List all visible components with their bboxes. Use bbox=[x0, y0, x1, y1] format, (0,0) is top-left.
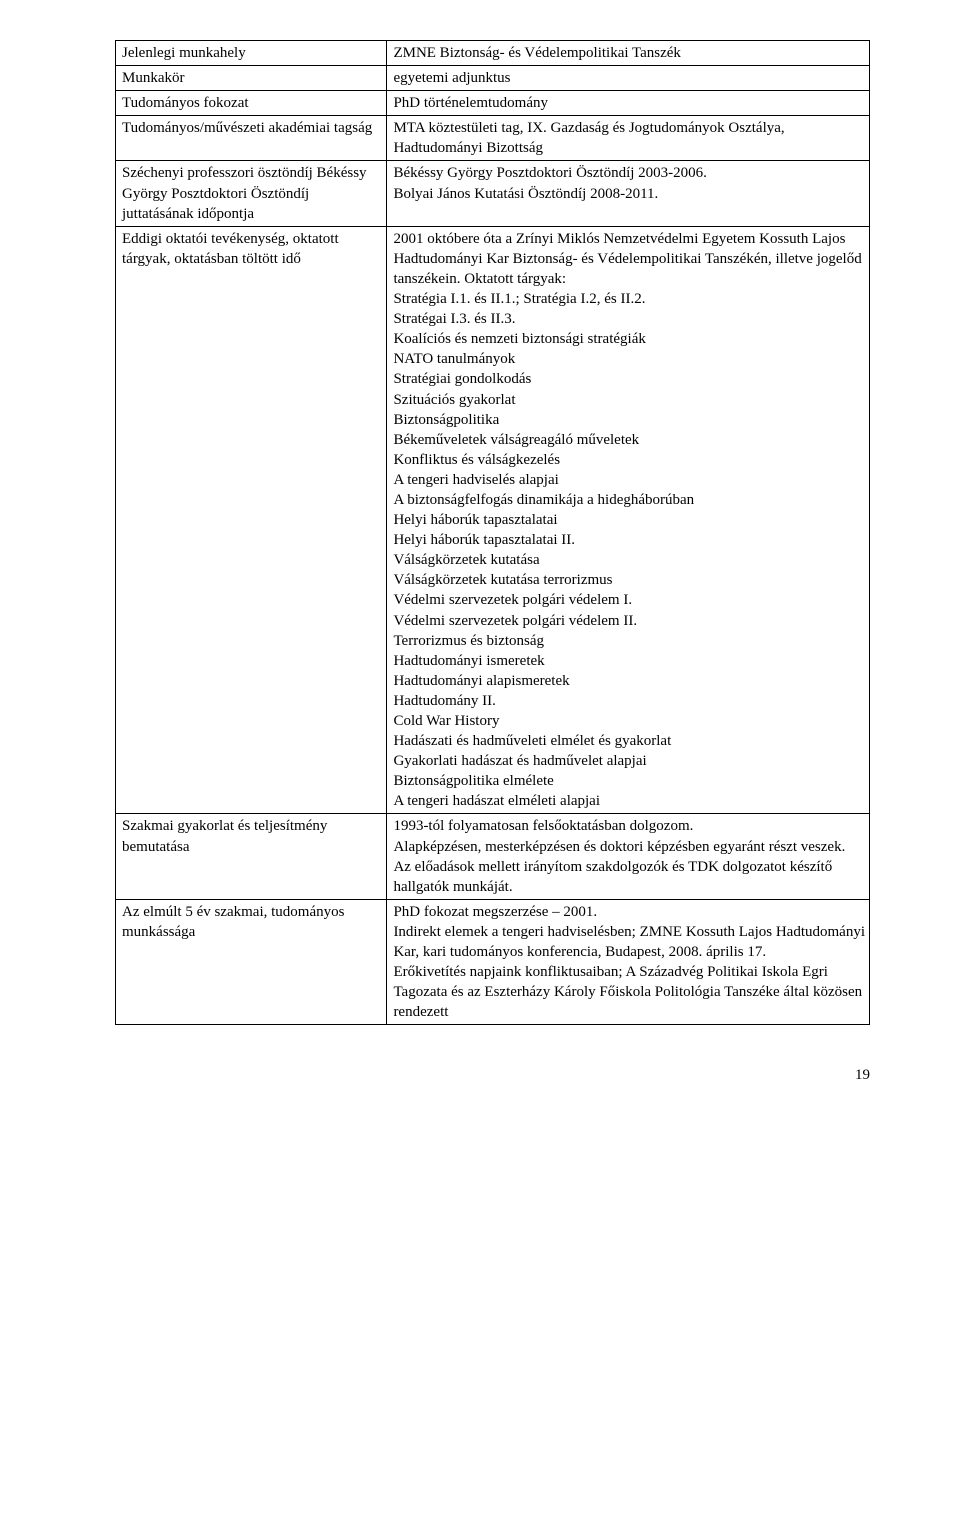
table-row: Tudományos/művészeti akadémiai tagságMTA… bbox=[116, 116, 870, 161]
table-row: Széchenyi professzori ösztöndíj Békéssy … bbox=[116, 161, 870, 226]
page-number: 19 bbox=[115, 1065, 870, 1085]
table-row: Szakmai gyakorlat és teljesítmény bemuta… bbox=[116, 814, 870, 899]
row-value: Békéssy György Posztdoktori Ösztöndíj 20… bbox=[387, 161, 870, 226]
row-label: Az elmúlt 5 év szakmai, tudományos munká… bbox=[116, 899, 387, 1025]
row-value: egyetemi adjunktus bbox=[387, 66, 870, 91]
row-label: Tudományos fokozat bbox=[116, 91, 387, 116]
row-value: PhD történelemtudomány bbox=[387, 91, 870, 116]
row-label: Széchenyi professzori ösztöndíj Békéssy … bbox=[116, 161, 387, 226]
row-value: 2001 októbere óta a Zrínyi Miklós Nemzet… bbox=[387, 226, 870, 814]
cv-table-body: Jelenlegi munkahelyZMNE Biztonság- és Vé… bbox=[116, 41, 870, 1025]
row-label: Szakmai gyakorlat és teljesítmény bemuta… bbox=[116, 814, 387, 899]
table-row: Munkaköregyetemi adjunktus bbox=[116, 66, 870, 91]
row-value: 1993-tól folyamatosan felsőoktatásban do… bbox=[387, 814, 870, 899]
table-row: Eddigi oktatói tevékenység, oktatott tár… bbox=[116, 226, 870, 814]
row-value: PhD fokozat megszerzése – 2001. Indirekt… bbox=[387, 899, 870, 1025]
cv-table: Jelenlegi munkahelyZMNE Biztonság- és Vé… bbox=[115, 40, 870, 1025]
table-row: Jelenlegi munkahelyZMNE Biztonság- és Vé… bbox=[116, 41, 870, 66]
table-row: Az elmúlt 5 év szakmai, tudományos munká… bbox=[116, 899, 870, 1025]
row-label: Eddigi oktatói tevékenység, oktatott tár… bbox=[116, 226, 387, 814]
row-label: Tudományos/művészeti akadémiai tagság bbox=[116, 116, 387, 161]
table-row: Tudományos fokozatPhD történelemtudomány bbox=[116, 91, 870, 116]
row-label: Jelenlegi munkahely bbox=[116, 41, 387, 66]
row-value: MTA köztestületi tag, IX. Gazdaság és Jo… bbox=[387, 116, 870, 161]
row-label: Munkakör bbox=[116, 66, 387, 91]
row-value: ZMNE Biztonság- és Védelempolitikai Tans… bbox=[387, 41, 870, 66]
